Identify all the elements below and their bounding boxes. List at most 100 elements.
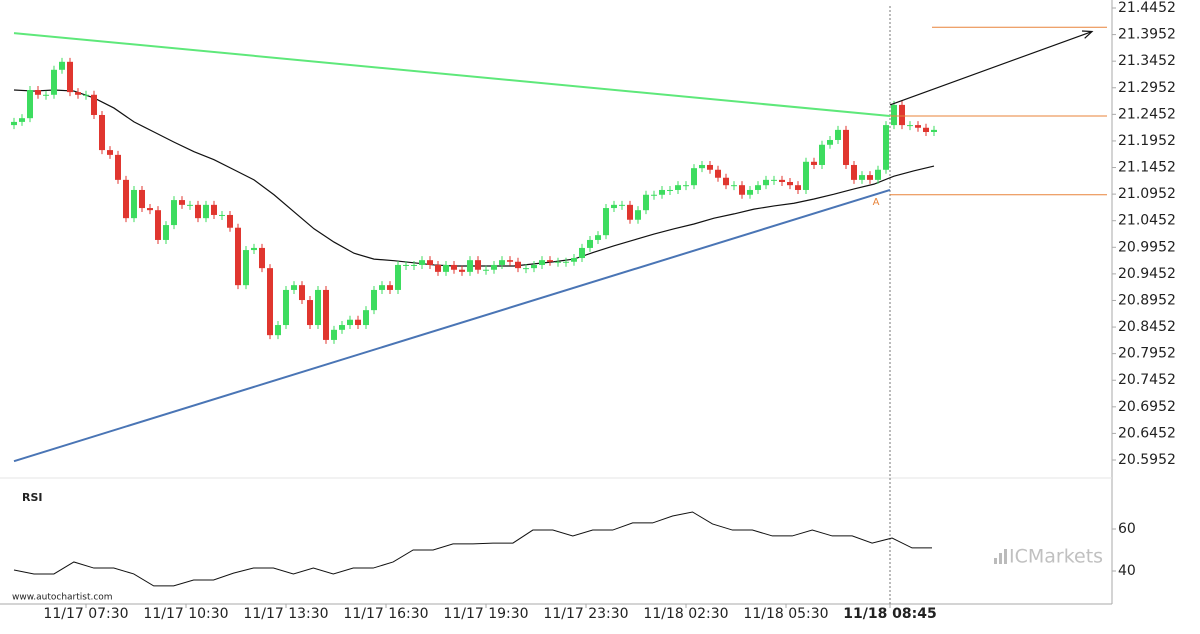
candle-body xyxy=(451,264,457,270)
candle-body xyxy=(539,260,545,265)
candle-body xyxy=(387,285,393,290)
candle-body xyxy=(843,129,849,165)
y-tick-label: 21.0452 xyxy=(1118,213,1176,229)
candle-body xyxy=(467,260,473,272)
watermark: www.autochartist.com xyxy=(12,593,113,603)
x-tick-label: 11/17 19:30 xyxy=(443,606,528,622)
candle-body xyxy=(411,264,417,266)
candle-body xyxy=(891,104,897,126)
candle-body xyxy=(675,185,681,190)
candle-body xyxy=(443,264,449,272)
candles xyxy=(11,57,937,344)
candle-body xyxy=(339,325,345,330)
candle-body xyxy=(867,175,873,180)
candle-body xyxy=(115,154,121,180)
candle-body xyxy=(595,235,601,240)
y-tick-label: 20.6452 xyxy=(1118,425,1176,441)
candle-body xyxy=(747,189,753,195)
y-tick-label: 20.9952 xyxy=(1118,239,1176,255)
candle-body xyxy=(67,61,73,93)
candle-body xyxy=(227,214,233,228)
candle-body xyxy=(435,264,441,272)
candle-body xyxy=(883,125,889,170)
x-tick-label: 11/18 02:30 xyxy=(643,606,728,622)
candle-body xyxy=(923,127,929,133)
logo-bar xyxy=(994,558,997,564)
y-tick-label: 21.0952 xyxy=(1118,186,1176,202)
candle-body xyxy=(611,204,617,209)
y-tick-label: 20.8452 xyxy=(1118,319,1176,335)
y-tick-label: 21.3952 xyxy=(1118,27,1176,43)
candle-body xyxy=(763,179,769,186)
candle-body xyxy=(803,161,809,190)
x-tick-label: 11/17 13:30 xyxy=(243,606,328,622)
candle-body xyxy=(523,268,529,270)
candle-body xyxy=(907,125,913,127)
x-tick-label: 11/18 05:30 xyxy=(743,606,828,622)
candle-body xyxy=(859,175,865,180)
candle-body xyxy=(283,289,289,326)
candle-body xyxy=(755,185,761,190)
candle-body xyxy=(315,289,321,326)
candle-body xyxy=(211,204,217,215)
candle-body xyxy=(355,319,361,326)
y-tick-label: 20.6952 xyxy=(1118,399,1176,415)
candle-body xyxy=(179,200,185,205)
candle-body xyxy=(107,150,113,155)
candle-body xyxy=(531,264,537,269)
candle-body xyxy=(19,118,25,122)
candle-body xyxy=(195,204,201,219)
y-tick-label: 20.8952 xyxy=(1118,292,1176,308)
moving-average xyxy=(13,89,935,267)
x-tick-label: 11/18 08:45 xyxy=(843,606,937,622)
candle-body xyxy=(403,264,409,266)
support-line xyxy=(13,189,891,463)
candle-body xyxy=(699,164,705,169)
candle-body xyxy=(771,179,777,181)
forecast-arrow xyxy=(889,30,1093,106)
candle-body xyxy=(83,94,89,96)
candle-body xyxy=(851,164,857,180)
logo-bar xyxy=(1004,549,1007,564)
candle-body xyxy=(91,94,97,115)
candle-body xyxy=(379,285,385,290)
candle-body xyxy=(555,261,561,263)
y-tick-label: 21.1452 xyxy=(1118,160,1176,176)
candle-body xyxy=(875,169,881,180)
x-tick-label: 11/17 23:30 xyxy=(543,606,628,622)
x-tick-label: 11/17 07:30 xyxy=(43,606,128,622)
candle-body xyxy=(243,250,249,286)
candle-body xyxy=(619,204,625,206)
y-tick-label: 20.5952 xyxy=(1118,452,1176,468)
candle-body xyxy=(795,185,801,190)
brand-logo: ICMarkets xyxy=(994,546,1103,568)
candle-body xyxy=(827,139,833,145)
candle-body xyxy=(219,214,225,216)
candle-body xyxy=(347,319,353,326)
candle-body xyxy=(643,194,649,211)
candle-body xyxy=(667,189,673,191)
candle-body xyxy=(251,247,257,251)
brand: ICMarkets xyxy=(1009,546,1103,568)
candle-body xyxy=(483,269,489,271)
candle-body xyxy=(635,210,641,220)
candle-body xyxy=(491,264,497,270)
candle-body xyxy=(123,179,129,219)
candle-body xyxy=(59,61,65,70)
candle-body xyxy=(11,121,17,126)
point-label: A xyxy=(873,197,880,208)
candle-body xyxy=(587,239,593,248)
candle-body xyxy=(683,185,689,187)
candle-body xyxy=(787,181,793,186)
candle-body xyxy=(171,200,177,226)
candle-body xyxy=(43,94,49,96)
y-tick-label: 21.2452 xyxy=(1118,106,1176,122)
candle-body xyxy=(99,114,105,151)
rsi-title: RSI xyxy=(22,491,43,504)
candle-body xyxy=(35,89,41,95)
candle-body xyxy=(507,260,513,262)
candle-body xyxy=(459,269,465,272)
candle-body xyxy=(731,185,737,187)
